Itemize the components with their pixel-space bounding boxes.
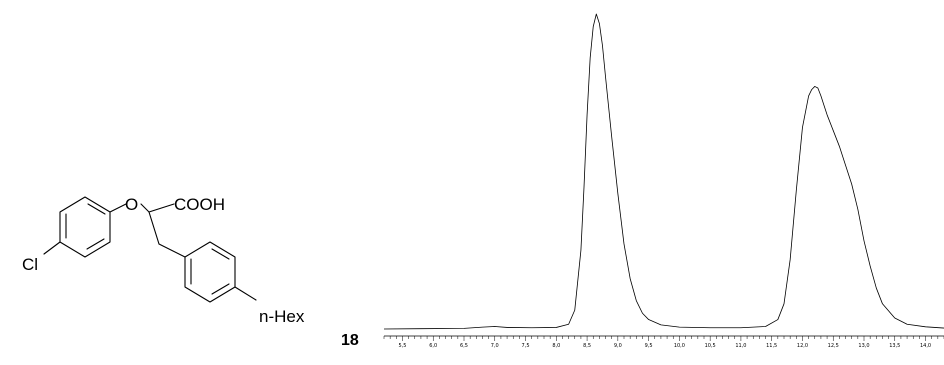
hexylphenyl-ring (184, 241, 236, 303)
chlorophenyl-double-bond-1 (87, 203, 106, 215)
x-tick-label: 11,5 (766, 343, 777, 349)
ring-oxygen-bond (109, 203, 127, 213)
x-tick-label: 6,5 (460, 343, 468, 349)
x-tick-label: 8,5 (583, 343, 591, 349)
x-tick-label: 8,0 (552, 343, 560, 349)
methylene-ring-bond (158, 243, 186, 258)
x-tick-label: 10,5 (705, 343, 716, 349)
x-tick-label: 12,0 (797, 343, 808, 349)
hexyl-label: n-Hex (259, 307, 305, 326)
x-tick-label: 13,0 (858, 343, 869, 349)
hexylphenyl-double-bond-2 (211, 283, 230, 295)
alpha-acid-bond (148, 203, 175, 213)
x-tick-label: 7,5 (522, 343, 530, 349)
chlorophenyl-ring (59, 196, 111, 258)
structure-bonds (43, 196, 257, 303)
chemical-structure: O COOH Cl n-Hex (22, 195, 305, 326)
x-tick-label: 6,0 (429, 343, 437, 349)
x-tick-label: 7,0 (491, 343, 499, 349)
acid-label: COOH (174, 195, 225, 214)
x-tick-label: 10,0 (674, 343, 685, 349)
chromatogram: 5,5 6,0 6,5 7,0 7,5 8,0 8,5 9,0 9,5 10,0 10,5 11,0 1… (383, 13, 944, 349)
chlorine-label: Cl (22, 255, 38, 274)
x-tick-label: 9,0 (614, 343, 622, 349)
oxygen-label: O (125, 195, 138, 214)
x-tick-label: 5,5 (398, 343, 406, 349)
alpha-methylene-bond (148, 211, 160, 245)
x-tick-label: 9,5 (645, 343, 653, 349)
x-axis-tick-labels: 5,5 6,0 6,5 7,0 7,5 8,0 8,5 9,0 9,5 10,0 10,5 11,0 1… (398, 343, 931, 349)
x-axis-ticks (383, 336, 944, 341)
chlorophenyl-double-bond-2 (86, 238, 105, 250)
oxygen-alpha-bond (140, 203, 150, 213)
compound-number: 18 (341, 332, 359, 349)
hexyl-bond (234, 286, 257, 301)
hexylphenyl-double-bond-1 (211, 248, 230, 260)
chlorine-bond (43, 241, 61, 255)
x-tick-label: 11,0 (735, 343, 746, 349)
x-tick-label: 14,0 (920, 343, 931, 349)
x-tick-label: 12,5 (828, 343, 839, 349)
x-tick-label: 13,5 (889, 343, 900, 349)
chromatogram-trace (383, 13, 944, 330)
